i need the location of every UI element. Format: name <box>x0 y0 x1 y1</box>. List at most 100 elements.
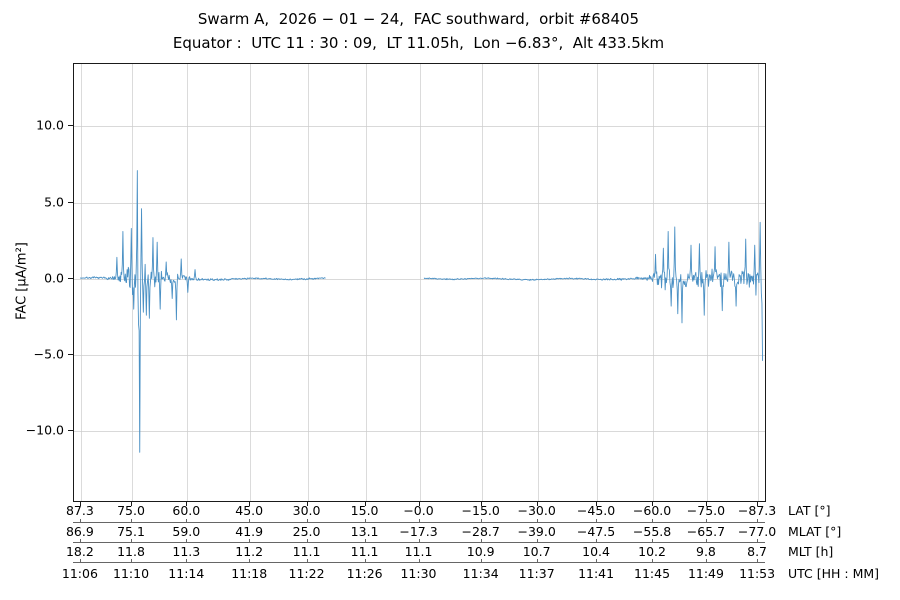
x-tick-label: 25.0 <box>292 524 321 539</box>
x-axis-row-tick-mark <box>596 519 597 522</box>
x-axis-row-tick-mark <box>307 559 308 562</box>
x-tick-label: 45.0 <box>235 503 264 518</box>
x-axis-row-tick-mark <box>706 559 707 562</box>
x-tick-label: 11:41 <box>578 566 615 581</box>
x-tick-label: 11.3 <box>172 544 201 559</box>
x-tick-label: 15.0 <box>350 503 379 518</box>
x-axis-row-tick-mark <box>596 539 597 542</box>
x-tick-label: 11.8 <box>117 544 145 559</box>
x-axis-row-tick-mark <box>131 559 132 562</box>
x-tick-label: 86.9 <box>65 524 94 539</box>
x-tick-mark <box>249 501 250 506</box>
x-tick-label: 60.0 <box>172 503 201 518</box>
x-tick-label: 11:26 <box>346 566 383 581</box>
x-tick-label: −55.8 <box>632 524 672 539</box>
fac-line-chart <box>74 64 765 501</box>
x-tick-label: 11:49 <box>687 566 724 581</box>
x-tick-label: 9.8 <box>696 544 716 559</box>
x-axis-row-tick-mark <box>80 519 81 522</box>
x-axis-row-tick-mark <box>249 559 250 562</box>
x-tick-label: −15.0 <box>461 503 500 518</box>
chart-title: Swarm A, 2026 − 01 − 24, FAC southward, … <box>197 10 640 28</box>
x-axis-row-tick-mark <box>652 539 653 542</box>
x-tick-mark <box>80 501 81 506</box>
x-axis-row-tick-mark <box>652 559 653 562</box>
x-axis-row-tick-mark <box>419 559 420 562</box>
y-tick-mark <box>68 430 73 431</box>
x-tick-mark <box>307 501 308 506</box>
x-tick-label: 11.2 <box>235 544 264 559</box>
x-tick-label: 11.1 <box>350 544 379 559</box>
y-tick-mark <box>68 354 73 355</box>
x-axis-row-tick-mark <box>481 539 482 542</box>
plot-area <box>73 63 766 502</box>
x-tick-label: 30.0 <box>292 503 321 518</box>
chart-subtitle: Equator : UTC 11 : 30 : 09, LT 11.05h, L… <box>172 34 665 52</box>
x-tick-mark <box>652 501 653 506</box>
x-axis-row-tick-mark <box>757 559 758 562</box>
x-tick-label: 11:45 <box>634 566 671 581</box>
x-tick-label: −28.7 <box>461 524 500 539</box>
y-tick-mark <box>68 125 73 126</box>
x-axis-row-name: UTC [HH : MM] <box>788 566 880 581</box>
x-tick-label: 10.9 <box>466 544 495 559</box>
x-tick-label: 11:37 <box>518 566 555 581</box>
x-axis-row-tick-mark <box>186 539 187 542</box>
x-tick-label: 11:34 <box>462 566 499 581</box>
x-tick-mark <box>419 501 420 506</box>
x-axis-row-tick-mark <box>706 519 707 522</box>
y-tick-label: −10.0 <box>25 422 64 438</box>
y-tick-label: 5.0 <box>44 194 64 210</box>
x-tick-label: 10.2 <box>638 544 666 559</box>
x-tick-label: −87.3 <box>737 503 777 518</box>
x-tick-mark <box>596 501 597 506</box>
x-tick-label: 75.0 <box>117 503 145 518</box>
y-tick-label: 10.0 <box>36 117 64 133</box>
x-axis-row-tick-mark <box>652 519 653 522</box>
x-tick-mark <box>365 501 366 506</box>
x-tick-label: −65.7 <box>686 524 726 539</box>
x-axis-row-tick-mark <box>481 559 482 562</box>
x-tick-label: 41.9 <box>235 524 264 539</box>
x-axis-row-separator <box>73 522 765 523</box>
x-axis-row-tick-mark <box>757 539 758 542</box>
x-axis-row-tick-mark <box>537 539 538 542</box>
x-tick-mark <box>481 501 482 506</box>
x-tick-label: −77.0 <box>737 524 777 539</box>
x-axis-row-tick-mark <box>365 539 366 542</box>
x-tick-mark <box>186 501 187 506</box>
y-tick-label: 0.0 <box>44 270 64 286</box>
x-tick-label: 18.2 <box>65 544 94 559</box>
x-tick-label: −39.0 <box>517 524 556 539</box>
x-axis-row-separator <box>73 562 765 563</box>
x-tick-label: −30.0 <box>517 503 556 518</box>
x-tick-label: 10.4 <box>582 544 610 559</box>
x-tick-label: −47.5 <box>576 524 616 539</box>
x-axis-row-tick-mark <box>757 519 758 522</box>
x-tick-label: 11:22 <box>288 566 325 581</box>
x-axis-row-tick-mark <box>706 539 707 542</box>
x-axis-row-tick-mark <box>365 519 366 522</box>
x-axis-row-tick-mark <box>307 539 308 542</box>
x-axis-row-name: MLT [h] <box>788 544 834 559</box>
x-tick-mark <box>131 501 132 506</box>
x-axis-row-tick-mark <box>131 519 132 522</box>
x-tick-label: −60.0 <box>632 503 672 518</box>
x-tick-label: 13.1 <box>350 524 379 539</box>
x-axis-row-tick-mark <box>249 519 250 522</box>
x-tick-label: 10.7 <box>522 544 551 559</box>
x-tick-mark <box>537 501 538 506</box>
x-tick-label: 59.0 <box>172 524 201 539</box>
x-axis-row-tick-mark <box>537 559 538 562</box>
x-axis-row-tick-mark <box>80 539 81 542</box>
x-axis-row-tick-mark <box>419 519 420 522</box>
x-tick-label: 11.1 <box>404 544 433 559</box>
x-axis-row-tick-mark <box>365 559 366 562</box>
x-tick-label: 8.7 <box>747 544 768 559</box>
x-axis-row-tick-mark <box>186 559 187 562</box>
x-axis-row-tick-mark <box>537 519 538 522</box>
x-tick-label: −45.0 <box>576 503 616 518</box>
x-tick-label: −17.3 <box>399 524 438 539</box>
x-tick-label: −75.0 <box>686 503 726 518</box>
